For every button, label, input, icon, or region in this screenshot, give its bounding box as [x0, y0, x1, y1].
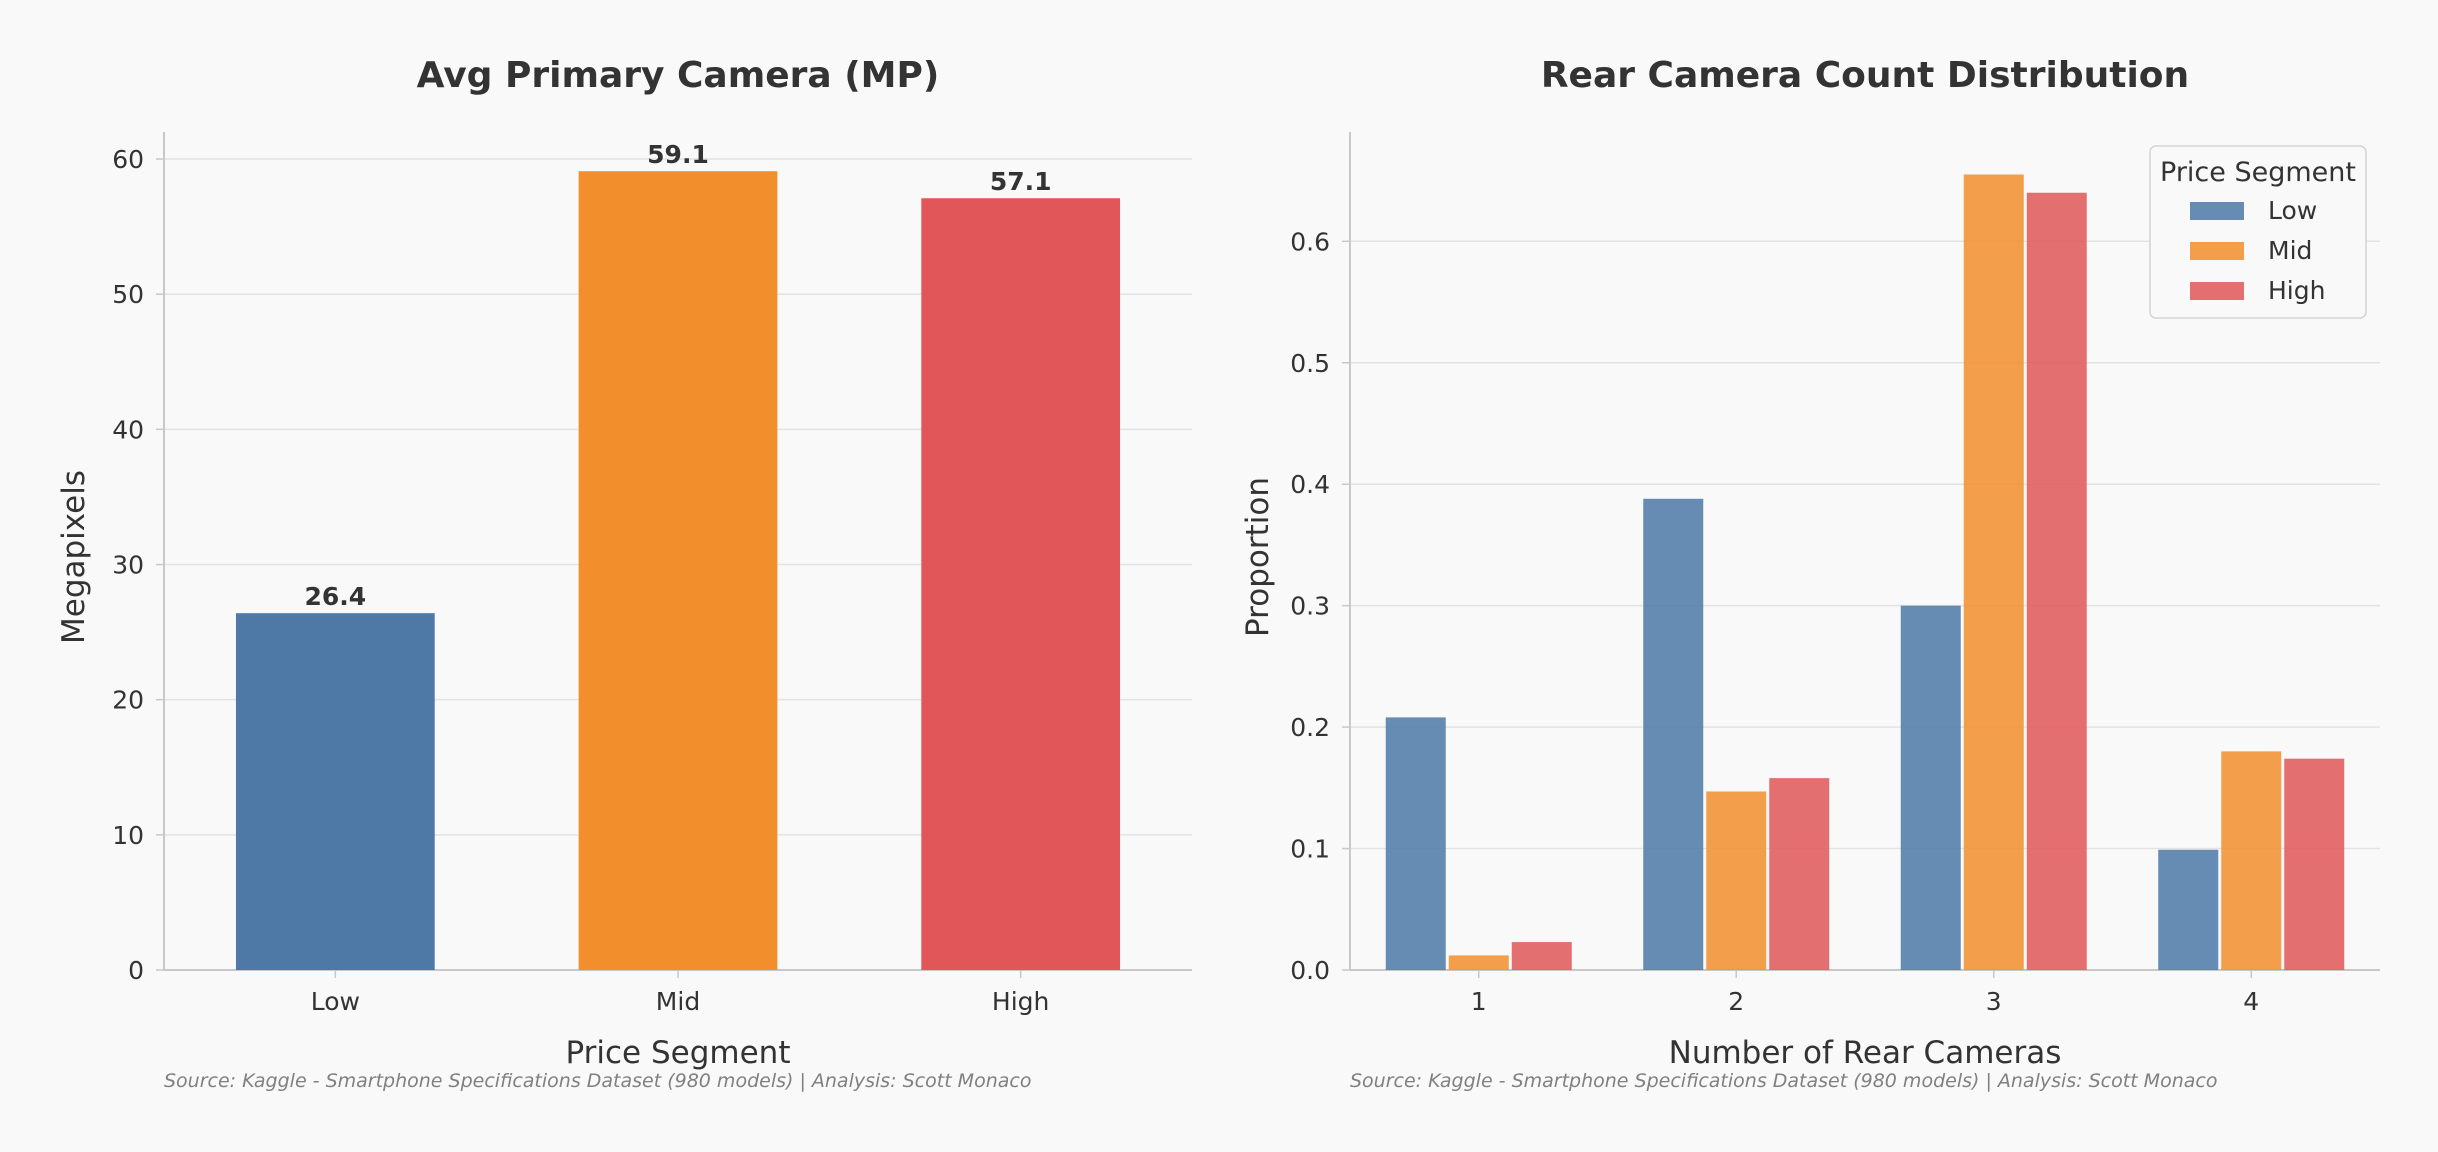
x-tick-label: 3: [1986, 987, 2002, 1016]
y-tick-label: 30: [112, 551, 144, 580]
y-tick-label: 50: [112, 280, 144, 309]
y-tick-label: 0.5: [1290, 349, 1330, 378]
x-tick-label: 4: [2243, 987, 2259, 1016]
legend-swatch-low: [2190, 202, 2244, 220]
x-axis-label: Number of Rear Cameras: [1669, 1035, 2062, 1071]
legend-label-low: Low: [2268, 196, 2317, 225]
x-tick-label: Mid: [656, 987, 700, 1016]
bar-mid: [2221, 751, 2282, 970]
y-tick-label: 0.0: [1290, 956, 1330, 985]
y-tick-label: 0.2: [1290, 713, 1330, 742]
bar-high: [1511, 942, 1572, 970]
data-label: 59.1: [647, 140, 709, 169]
y-axis-label: Megapixels: [56, 470, 92, 644]
x-axis-label: Price Segment: [566, 1035, 791, 1071]
chart-avg-primary-camera: Avg Primary Camera (MP) Price Segment Me…: [56, 55, 1192, 1092]
legend-swatch-high: [2190, 282, 2244, 300]
legend-swatch-mid: [2190, 242, 2244, 260]
bar-high: [2284, 758, 2345, 970]
source-note: Source: Kaggle - Smartphone Specificatio…: [1350, 1070, 2217, 1092]
data-label: 26.4: [304, 582, 366, 611]
y-tick-label: 60: [112, 145, 144, 174]
y-tick-label: 0.4: [1290, 470, 1330, 499]
bar: [578, 171, 778, 970]
y-tick-label: 0.3: [1290, 592, 1330, 621]
y-tick-label: 0: [128, 956, 144, 985]
y-tick-label: 0.6: [1290, 227, 1330, 256]
source-note: Source: Kaggle - Smartphone Specificatio…: [164, 1070, 1031, 1092]
y-axis-label: Proportion: [1240, 477, 1276, 637]
chart-title: Rear Camera Count Distribution: [1541, 55, 2189, 96]
bar-low: [1900, 605, 1961, 970]
bar-low: [1643, 498, 1704, 970]
y-tick-label: 40: [112, 415, 144, 444]
bar-mid: [1706, 791, 1767, 970]
legend-label-high: High: [2268, 276, 2325, 305]
bar: [921, 198, 1121, 971]
y-tick-label: 20: [112, 686, 144, 715]
bar-mid: [1963, 174, 2024, 970]
legend-label-mid: Mid: [2268, 236, 2312, 265]
bar-mid: [1448, 955, 1509, 970]
chart-rear-camera-count: Rear Camera Count Distribution Number of…: [1240, 55, 2380, 1092]
bar-high: [1769, 778, 1830, 970]
bar: [235, 613, 435, 970]
x-tick-label: 1: [1471, 987, 1487, 1016]
bar-high: [2026, 192, 2087, 971]
legend-box: [2149, 145, 2367, 319]
x-tick-label: High: [992, 987, 1049, 1016]
legend-title: Price Segment: [2160, 157, 2356, 188]
x-tick-label: 2: [1728, 987, 1744, 1016]
y-tick-label: 0.1: [1290, 835, 1330, 864]
chart-title: Avg Primary Camera (MP): [417, 55, 940, 96]
y-tick-label: 10: [112, 821, 144, 850]
legend: Price Segment Low Mid High: [2149, 145, 2367, 319]
data-label: 57.1: [990, 167, 1052, 196]
bar-low: [1385, 717, 1446, 970]
bar-low: [2158, 849, 2219, 970]
x-tick-label: Low: [311, 987, 360, 1016]
